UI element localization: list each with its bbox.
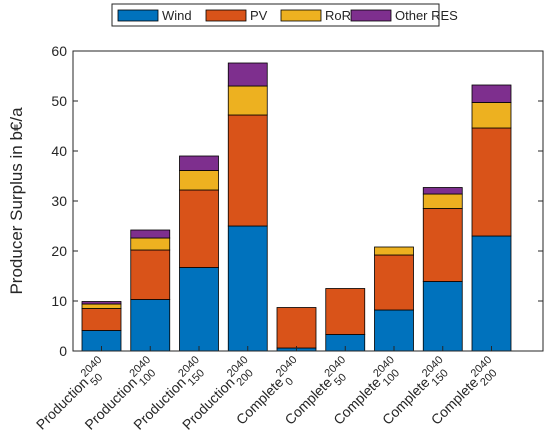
bar-segment-ror-7 [422,193,463,209]
y-tick-label: 10 [51,293,67,309]
bar-segment-pv-5 [325,288,366,335]
bar-segment-pv-3 [227,114,268,227]
x-tick-label-pad: ​ [154,363,162,371]
x-tick-label-pad: ​ [203,363,211,371]
bar-segment-wind-2 [179,267,219,352]
bar-segment-ror-6 [374,246,414,256]
bar-segment-ror-8 [471,102,512,129]
bar-segment-other-res-8 [471,84,512,103]
bar-segment-pv-2 [179,189,219,268]
y-tick-label: 50 [51,93,67,109]
x-tick-label-sub: 0 [283,376,296,389]
y-tick-label: 30 [51,193,67,209]
bar-segment-wind-7 [422,281,463,352]
bar-segment-ror-3 [227,85,268,116]
y-tick-label: 0 [59,343,67,359]
x-tick-label-pad: ​ [349,363,357,371]
y-tick-label: 60 [51,43,67,59]
bar-segment-pv-4 [276,307,317,349]
y-axis: 0 10 20 30 40 50 60 [51,43,543,359]
bar-segment-ror-0 [81,303,122,309]
bar-segment-pv-7 [422,208,463,282]
x-tick-label-pad: ​ [495,363,503,371]
legend: Wind PV RoR Other RES [111,3,458,27]
bar-segment-other-res-0 [81,301,122,305]
x-tick-label-pad: ​ [252,363,260,371]
legend-label-ror: RoR [325,8,351,23]
bar-segment-wind-3 [227,225,268,352]
x-tick-label-pad: ​ [447,363,455,371]
bars [81,62,512,352]
legend-label-wind: Wind [162,8,192,23]
x-axis: Production204050​Production2040100​Produ… [31,346,504,437]
x-tick-label: Production204050​ [31,354,114,437]
bar-segment-wind-8 [471,235,512,352]
legend-label-other-res: Other RES [395,8,458,23]
bar-segment-pv-6 [374,254,414,311]
bar-segment-ror-1 [130,237,171,251]
bar-segment-other-res-3 [227,62,268,87]
bar-segment-other-res-1 [130,229,171,239]
bar-segment-pv-8 [471,127,512,237]
y-tick-label: 40 [51,143,67,159]
bar-segment-other-res-7 [422,187,463,195]
legend-swatch-pv [205,9,247,22]
x-tick-label-pad: ​ [300,363,308,371]
legend-swatch-wind [117,9,159,22]
y-axis-label: Producer Surplus in b€/a [7,107,26,295]
bar-segment-other-res-2 [179,155,219,171]
legend-swatch-other-res [350,9,392,22]
x-tick-label-pad: ​ [105,363,113,371]
legend-swatch-ror [280,9,322,22]
bar-segment-pv-0 [81,308,122,331]
bar-segment-pv-1 [130,249,171,300]
bar-segment-wind-1 [130,299,171,352]
y-tick-label: 20 [51,243,67,259]
bar-segment-ror-2 [179,170,219,191]
x-tick-label-pad: ​ [398,363,406,371]
bar-segment-wind-6 [374,309,414,352]
legend-label-pv: PV [250,8,268,23]
